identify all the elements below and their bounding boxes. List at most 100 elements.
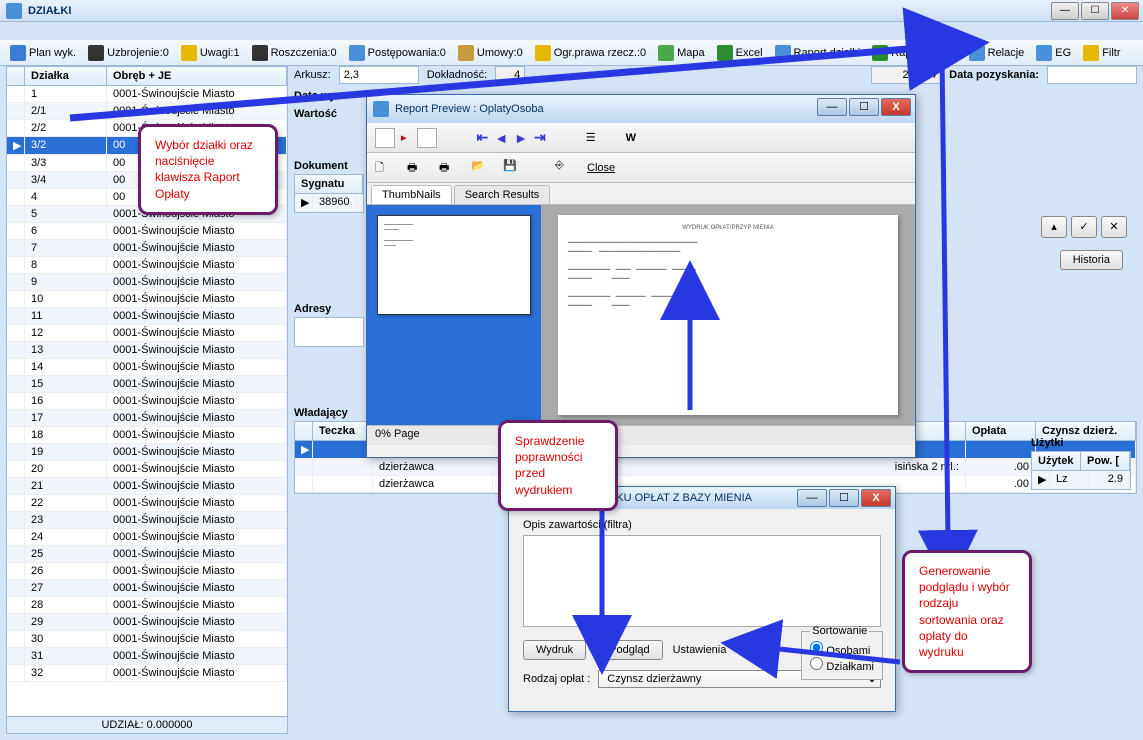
table-row[interactable]: 260001-Świnoujście Miasto <box>7 563 287 580</box>
options-close[interactable]: X <box>861 489 891 507</box>
prev-page-icon[interactable]: ◄ <box>494 130 508 146</box>
table-row[interactable]: dzierżawcaisińska 2 nrl.:.00164 692.00 z… <box>295 459 1136 476</box>
adresy-grid[interactable] <box>294 317 364 347</box>
filter-textarea[interactable] <box>523 535 881 627</box>
table-row[interactable]: 110001-Świnoujście Miasto <box>7 308 287 325</box>
radio-dzialkami[interactable] <box>810 657 823 670</box>
sort-osobami[interactable]: Osobami <box>810 641 874 657</box>
first-page-icon[interactable]: ⇤ <box>477 129 489 146</box>
toolbar-item[interactable]: Raport działki <box>771 43 865 63</box>
pt-marker-icon[interactable]: ▸ <box>401 131 407 144</box>
tab-search-results[interactable]: Search Results <box>454 185 551 204</box>
print-setup-icon[interactable]: 🖶 <box>439 159 457 177</box>
preview-close[interactable]: X <box>881 98 911 116</box>
check-button[interactable]: ✓ <box>1071 216 1097 238</box>
exit-icon[interactable]: ⎆ <box>555 159 573 177</box>
thumbnail-panel[interactable]: ━━━━━━━━━━━━━━━━━━━━━━━━━━━━━━━━━━━ <box>367 205 541 425</box>
table-row[interactable]: 100001-Świnoujście Miasto <box>7 291 287 308</box>
table-row[interactable]: 70001-Świnoujście Miasto <box>7 240 287 257</box>
table-row[interactable]: 2/10001-Świnoujście Miasto <box>7 103 287 120</box>
table-row[interactable]: 130001-Świnoujście Miasto <box>7 342 287 359</box>
titlebar: DZIAŁKI <box>0 0 1143 22</box>
wydruk-button[interactable]: Wydruk <box>523 640 586 660</box>
toolbar-item[interactable]: Uwagi:1 <box>177 43 244 63</box>
pt-page-icon[interactable] <box>375 128 395 148</box>
maximize-button[interactable]: ☐ <box>1081 2 1109 20</box>
table-row[interactable]: 280001-Świnoujście Miasto <box>7 597 287 614</box>
toolbar-item[interactable]: Relacje <box>965 43 1029 63</box>
grid-header-obreb[interactable]: Obręb + JE <box>107 67 287 85</box>
preview-maximize[interactable]: ☐ <box>849 98 879 116</box>
toolbar-item[interactable]: Umowy:0 <box>454 43 527 63</box>
sort-dzialkami[interactable]: Działkami <box>810 657 874 673</box>
uzytki-grid[interactable]: Użytek Pow. [ ▶ Lz 2.9 <box>1031 451 1131 490</box>
podglad-button[interactable]: Podgląd <box>596 640 662 660</box>
table-row[interactable]: 150001-Świnoujście Miasto <box>7 376 287 393</box>
next-page-icon[interactable]: ► <box>514 130 528 146</box>
toolbar-item[interactable]: Roszczenia:0 <box>248 43 341 63</box>
report-preview-window[interactable]: Report Preview : OplatyOsoba — ☐ X ▸ ⇤ ◄… <box>366 94 916 458</box>
table-row[interactable]: 230001-Świnoujście Miasto <box>7 512 287 529</box>
table-row[interactable]: 60001-Świnoujście Miasto <box>7 223 287 240</box>
minimize-button[interactable]: — <box>1051 2 1079 20</box>
table-row[interactable]: 120001-Świnoujście Miasto <box>7 325 287 342</box>
table-row[interactable]: 310001-Świnoujście Miasto <box>7 648 287 665</box>
toolbar-item[interactable]: Excel <box>713 43 767 63</box>
table-row[interactable]: 290001-Świnoujście Miasto <box>7 614 287 631</box>
table-row[interactable]: 90001-Świnoujście Miasto <box>7 274 287 291</box>
table-row[interactable]: 200001-Świnoujście Miasto <box>7 461 287 478</box>
table-row[interactable]: 170001-Świnoujście Miasto <box>7 410 287 427</box>
toolbar-item[interactable]: EG <box>1032 43 1075 63</box>
gh-teczka[interactable]: Teczka <box>313 422 373 440</box>
options-maximize[interactable]: ☐ <box>829 489 859 507</box>
table-row[interactable]: 140001-Świnoujście Miasto <box>7 359 287 376</box>
toolbar-item[interactable]: Raport opłaty <box>868 43 960 63</box>
toolbar-item[interactable]: Mapa <box>654 43 709 63</box>
dokladnosc-input[interactable] <box>495 66 525 84</box>
table-row[interactable]: 190001-Świnoujście Miasto <box>7 444 287 461</box>
new-icon[interactable]: 🗋 <box>375 159 393 177</box>
radio-osobami[interactable] <box>810 641 823 654</box>
table-row[interactable]: 220001-Świnoujście Miasto <box>7 495 287 512</box>
value2-input[interactable] <box>871 66 941 84</box>
gh-oplata[interactable]: Opłata <box>966 422 1036 440</box>
dokument-grid[interactable]: Sygnatu ▶38960 <box>294 174 364 213</box>
toolbar-item[interactable]: Plan wyk. <box>6 43 80 63</box>
table-row[interactable]: 210001-Świnoujście Miasto <box>7 478 287 495</box>
toolbar-item[interactable]: Filtr <box>1079 43 1124 63</box>
table-row[interactable]: 10001-Świnoujście Miasto <box>7 86 287 103</box>
print-icon[interactable]: 🖶 <box>407 159 425 177</box>
table-row[interactable]: 300001-Świnoujście Miasto <box>7 631 287 648</box>
ustawienia-label[interactable]: Ustawienia <box>673 644 727 656</box>
table-row[interactable]: 320001-Świnoujście Miasto <box>7 665 287 682</box>
table-row[interactable]: 270001-Świnoujście Miasto <box>7 580 287 597</box>
grid-header-dzialka[interactable]: Działka <box>25 67 107 85</box>
historia-button[interactable]: Historia <box>1060 250 1123 270</box>
table-row[interactable]: 80001-Świnoujście Miasto <box>7 257 287 274</box>
tab-thumbnails[interactable]: ThumbNails <box>371 185 452 204</box>
table-row[interactable]: 240001-Świnoujście Miasto <box>7 529 287 546</box>
pt-blank[interactable] <box>417 128 437 148</box>
close-label[interactable]: Close <box>587 162 615 174</box>
preview-minimize[interactable]: — <box>817 98 847 116</box>
table-row[interactable]: 250001-Świnoujście Miasto <box>7 546 287 563</box>
pt-w-icon[interactable]: W <box>626 132 636 144</box>
toolbar-item[interactable]: Postępowania:0 <box>345 43 450 63</box>
pt-list-icon[interactable]: ☰ <box>586 131 596 144</box>
save-icon[interactable]: 💾 <box>503 159 521 177</box>
open-icon[interactable]: 📂 <box>471 159 489 177</box>
toolbar-item[interactable]: Uzbrojenie:0 <box>84 43 173 63</box>
arkusz-input[interactable] <box>339 66 419 84</box>
last-page-icon[interactable]: ⇥ <box>534 129 546 146</box>
up-button[interactable]: ▴ <box>1041 216 1067 238</box>
page-preview-panel[interactable]: WYDRUK OPŁAT/PRZYP MIENIA ━━━━━━━━━━━━━━… <box>541 205 915 425</box>
x-button[interactable]: ✕ <box>1101 216 1127 238</box>
data-pozyskania-input[interactable] <box>1047 66 1137 84</box>
close-button[interactable]: ✕ <box>1111 2 1139 20</box>
thumbnail-page-1[interactable]: ━━━━━━━━━━━━━━━━━━━━━━━━━━━━━━━━━━━ <box>377 215 531 315</box>
table-row[interactable]: 180001-Świnoujście Miasto <box>7 427 287 444</box>
options-dialog[interactable]: OPCJE WYDRUKU OPŁAT Z BAZY MIENIA — ☐ X … <box>508 486 896 712</box>
options-minimize[interactable]: — <box>797 489 827 507</box>
toolbar-item[interactable]: Ogr.prawa rzecz.:0 <box>531 43 650 63</box>
table-row[interactable]: 160001-Świnoujście Miasto <box>7 393 287 410</box>
